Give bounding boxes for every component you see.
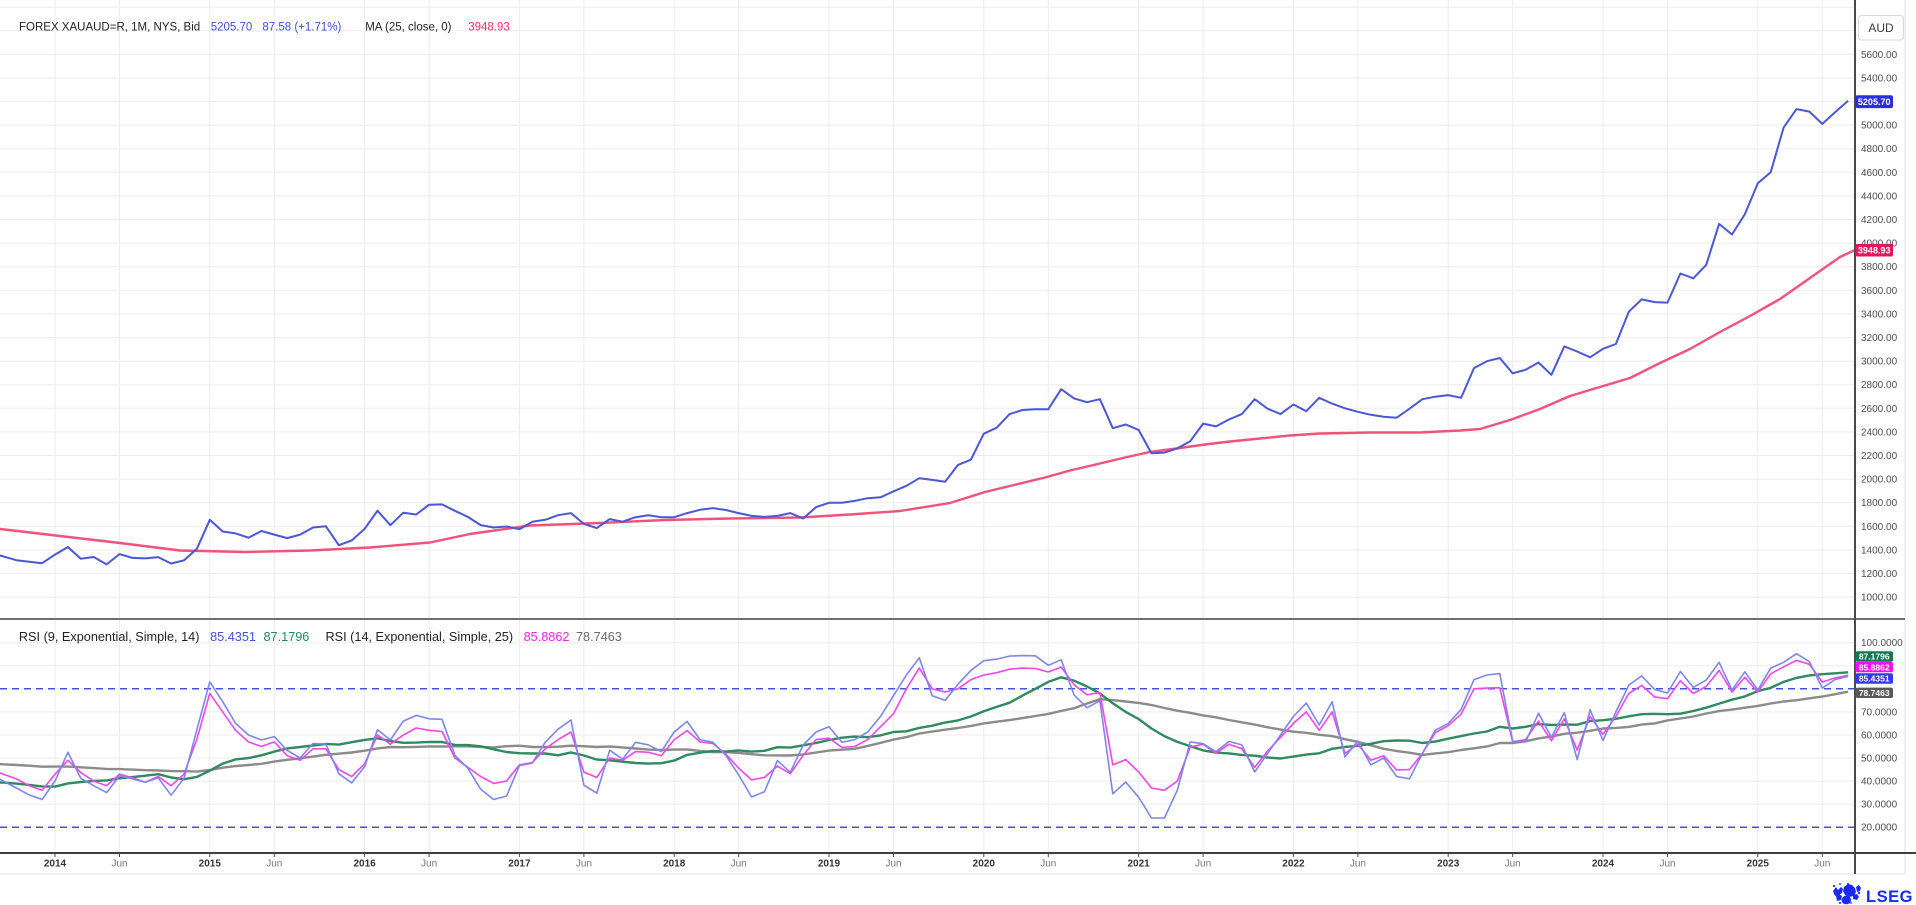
svg-text:85.4351: 85.4351: [1859, 674, 1890, 684]
svg-text:Jun: Jun: [1505, 859, 1521, 870]
svg-text:87.1796: 87.1796: [1859, 652, 1890, 662]
svg-text:2800.00: 2800.00: [1861, 380, 1898, 391]
svg-text:40.0000: 40.0000: [1861, 777, 1898, 788]
svg-text:1200.00: 1200.00: [1861, 569, 1898, 580]
svg-text:3948.93: 3948.93: [1858, 245, 1891, 255]
svg-text:85.8862: 85.8862: [524, 630, 570, 644]
svg-text:MA (25, close, 0): MA (25, close, 0): [365, 22, 451, 34]
svg-text:5600.00: 5600.00: [1861, 50, 1898, 61]
svg-text:2023: 2023: [1437, 859, 1460, 870]
svg-text:Jun: Jun: [421, 859, 437, 870]
svg-text:Jun: Jun: [266, 859, 282, 870]
svg-text:4800.00: 4800.00: [1861, 144, 1898, 155]
svg-text:30.0000: 30.0000: [1861, 800, 1898, 811]
svg-text:60.0000: 60.0000: [1861, 731, 1898, 742]
svg-text:RSI (14, Exponential, Simple,: RSI (14, Exponential, Simple, 25): [326, 630, 514, 644]
svg-text:2018: 2018: [663, 859, 686, 870]
svg-text:2014: 2014: [44, 859, 67, 870]
svg-text:2015: 2015: [199, 859, 222, 870]
svg-text:Jun: Jun: [1195, 859, 1211, 870]
svg-text:3400.00: 3400.00: [1861, 309, 1898, 320]
svg-text:5000.00: 5000.00: [1861, 121, 1898, 132]
svg-text:1000.00: 1000.00: [1861, 593, 1898, 604]
svg-text:Jun: Jun: [111, 859, 127, 870]
svg-text:Jun: Jun: [1350, 859, 1366, 870]
svg-text:LSEG: LSEG: [1866, 888, 1913, 905]
svg-text:Jun: Jun: [576, 859, 592, 870]
svg-text:3600.00: 3600.00: [1861, 286, 1898, 297]
svg-text:FOREX XAUAUD=R, 1M, NYS, Bid: FOREX XAUAUD=R, 1M, NYS, Bid: [19, 22, 200, 34]
svg-text:100.0000: 100.0000: [1861, 638, 1903, 649]
svg-text:3200.00: 3200.00: [1861, 333, 1898, 344]
svg-text:87.58 (+1.71%): 87.58 (+1.71%): [262, 22, 341, 34]
svg-text:78.7463: 78.7463: [1859, 688, 1890, 698]
svg-text:2017: 2017: [508, 859, 531, 870]
svg-text:5205.70: 5205.70: [211, 22, 253, 34]
svg-text:20.0000: 20.0000: [1861, 823, 1898, 834]
svg-text:2024: 2024: [1592, 859, 1615, 870]
svg-text:2021: 2021: [1127, 859, 1150, 870]
svg-text:4200.00: 4200.00: [1861, 215, 1898, 226]
svg-text:Jun: Jun: [1040, 859, 1056, 870]
svg-text:2000.00: 2000.00: [1861, 475, 1898, 486]
svg-text:2600.00: 2600.00: [1861, 404, 1898, 415]
svg-text:2019: 2019: [818, 859, 841, 870]
svg-text:1600.00: 1600.00: [1861, 522, 1898, 533]
svg-text:2016: 2016: [353, 859, 376, 870]
svg-text:2020: 2020: [973, 859, 996, 870]
svg-text:Jun: Jun: [1659, 859, 1675, 870]
svg-text:78.7463: 78.7463: [576, 630, 622, 644]
svg-text:5205.70: 5205.70: [1858, 97, 1891, 107]
svg-text:Jun: Jun: [731, 859, 747, 870]
svg-text:87.1796: 87.1796: [264, 630, 310, 644]
svg-text:4400.00: 4400.00: [1861, 191, 1898, 202]
svg-text:2022: 2022: [1282, 859, 1305, 870]
svg-text:3800.00: 3800.00: [1861, 262, 1898, 273]
svg-text:AUD: AUD: [1868, 21, 1894, 35]
svg-text:85.4351: 85.4351: [210, 630, 256, 644]
svg-text:1400.00: 1400.00: [1861, 545, 1898, 556]
svg-text:3948.93: 3948.93: [468, 22, 510, 34]
svg-text:Jun: Jun: [1814, 859, 1830, 870]
svg-text:4600.00: 4600.00: [1861, 168, 1898, 179]
svg-text:1800.00: 1800.00: [1861, 498, 1898, 509]
svg-text:2025: 2025: [1747, 859, 1770, 870]
svg-text:5400.00: 5400.00: [1861, 73, 1898, 84]
svg-text:3000.00: 3000.00: [1861, 357, 1898, 368]
svg-text:50.0000: 50.0000: [1861, 754, 1898, 765]
svg-text:2200.00: 2200.00: [1861, 451, 1898, 462]
svg-text:85.8862: 85.8862: [1859, 662, 1890, 672]
svg-text:70.0000: 70.0000: [1861, 707, 1898, 718]
svg-text:Jun: Jun: [885, 859, 901, 870]
svg-text:2400.00: 2400.00: [1861, 427, 1898, 438]
svg-text:RSI (9, Exponential, Simple, 1: RSI (9, Exponential, Simple, 14): [19, 630, 200, 644]
